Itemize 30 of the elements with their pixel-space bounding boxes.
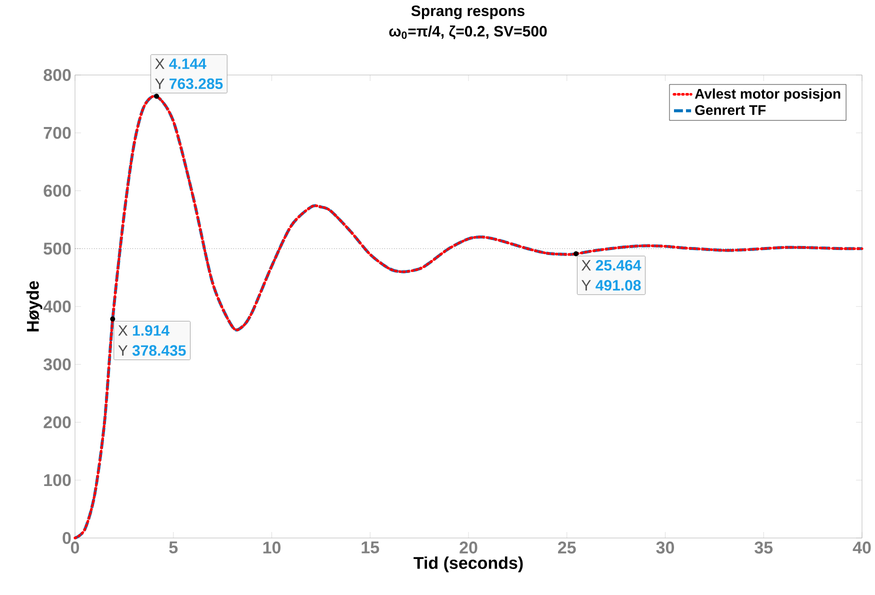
y-tick-label: 700 — [44, 126, 71, 139]
y-tick-label: 800 — [44, 68, 71, 82]
annotation: X 1.914 — [118, 325, 170, 336]
x-tick-label: 15 — [362, 542, 380, 554]
legend-label: Avlest motor posisjon — [694, 88, 840, 102]
chart-title: Sprang respons — [411, 6, 524, 20]
x-tick-label: 0 — [70, 542, 80, 554]
x-tick-label: 10 — [263, 542, 281, 554]
x-tick-label: 25 — [558, 542, 576, 554]
y-tick-label: 600 — [44, 184, 71, 197]
y-tick-label: 500 — [44, 242, 71, 255]
annotation: X 4.144 — [155, 58, 206, 69]
y-tick-label: 400 — [43, 300, 71, 313]
annotation: X 25.464 — [582, 260, 642, 271]
annotation: Y 378.435 — [118, 345, 186, 356]
y-tick-label: 300 — [44, 358, 71, 370]
x-tick-label: 30 — [656, 542, 674, 554]
x-tick-label: 35 — [754, 542, 773, 554]
x-tick-label: 5 — [169, 542, 178, 554]
x-axis-title: Tid (seconds) — [414, 556, 523, 572]
y-tick-label: 200 — [44, 416, 71, 428]
y-axis-title: Høyde — [26, 281, 42, 332]
chart-subtitle: ω$_{0}$=π/4, ζ=0.2, SV=500 — [389, 26, 547, 40]
y-tick-label: 100 — [44, 474, 71, 486]
legend-label: Genrert TF — [695, 105, 766, 116]
annotation: Y 763.285 — [155, 78, 223, 90]
x-tick-label: 20 — [460, 542, 478, 554]
annotation: Y 491.08 — [582, 280, 641, 291]
y-tick-label: 0 — [62, 532, 71, 544]
x-tick-label: 40 — [852, 542, 871, 554]
